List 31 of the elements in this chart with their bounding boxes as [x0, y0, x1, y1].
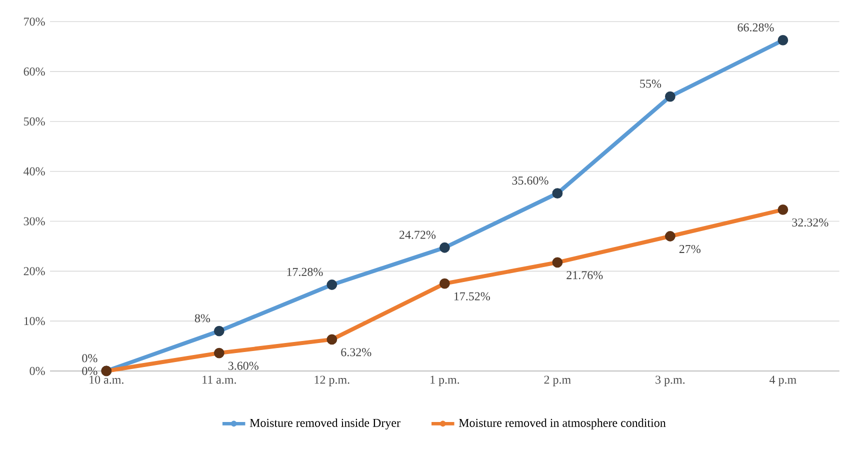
y-tick-label: 10% [24, 317, 45, 326]
data-label: 17.52% [454, 292, 490, 300]
data-label: 66.28% [738, 23, 774, 32]
y-tick-label: 0% [30, 366, 45, 376]
data-label: 8% [194, 314, 210, 322]
data-label: 0% [82, 354, 98, 362]
data-label: 35.60% [512, 176, 548, 185]
data-label: 21.76% [566, 271, 603, 280]
data-label: 17.28% [287, 268, 323, 276]
data-label: 24.72% [399, 230, 436, 239]
data-label: 3.60% [228, 362, 258, 370]
x-tick-label: 1 p.m. [430, 376, 460, 386]
y-tick-label: 50% [24, 117, 45, 126]
x-tick-label: 10 a.m. [90, 376, 124, 384]
x-tick-label: 11 a.m. [202, 376, 236, 384]
data-label: 27% [679, 244, 700, 254]
data-label: 55% [640, 80, 662, 88]
x-tick-label: 4 p.m [770, 376, 796, 386]
legend-label: Moisture removed inside Dryer [250, 418, 400, 430]
y-tick-label: 20% [24, 267, 45, 276]
y-tick-label: 60% [24, 67, 45, 76]
y-tick-label: 40% [24, 167, 45, 176]
legend-label: Moisture removed in atmosphere condition [458, 418, 666, 430]
y-tick-label: 30% [24, 217, 45, 226]
x-tick-label: 12 p.m. [314, 376, 350, 386]
y-tick-label: 70% [24, 18, 45, 26]
data-label: 6.32% [341, 348, 372, 356]
x-tick-label: 2 p.m [544, 376, 571, 386]
data-label: 32.32% [792, 218, 828, 227]
data-label: 0% [82, 366, 98, 376]
x-tick-label: 3 p.m. [656, 376, 685, 386]
